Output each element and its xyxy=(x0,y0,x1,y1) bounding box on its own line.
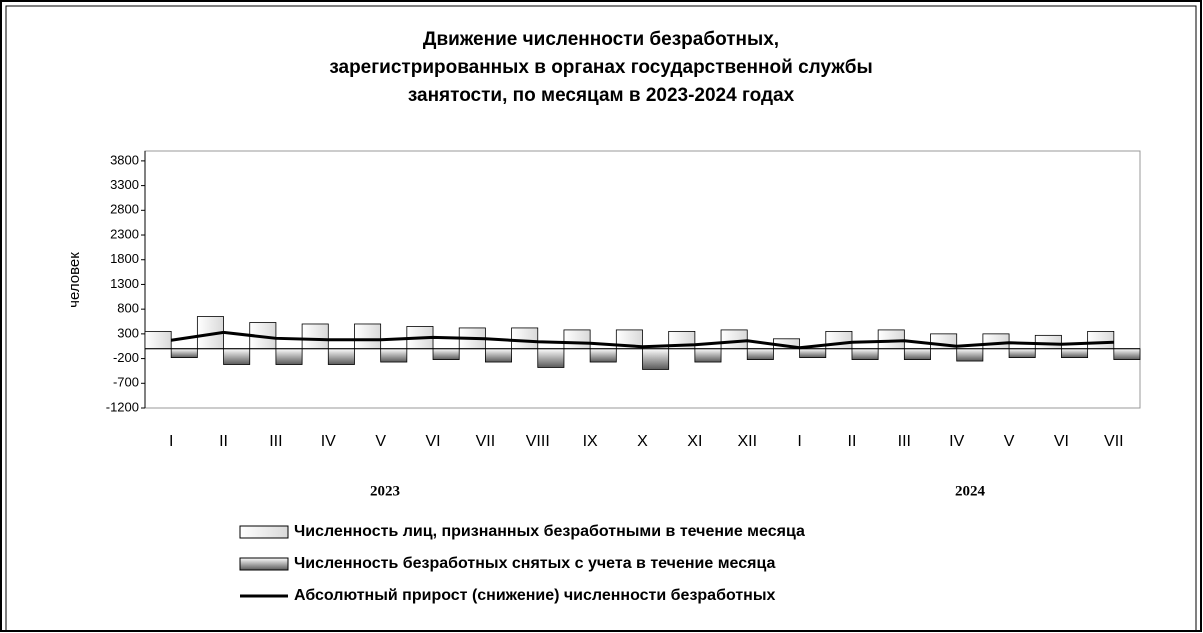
bar xyxy=(144,330,172,350)
x-tick-label: VIII xyxy=(526,433,550,450)
bar xyxy=(720,329,748,350)
bar xyxy=(354,323,382,350)
frame-inner xyxy=(5,5,1197,632)
chart-title: Движение численности безработных, xyxy=(423,29,779,50)
bar xyxy=(1034,334,1062,350)
x-tick-label: II xyxy=(219,433,228,450)
y-tick-label: -1200 xyxy=(106,399,139,414)
bar xyxy=(851,348,879,360)
bar xyxy=(327,348,355,365)
annotation: 2024 xyxy=(955,483,986,499)
bar xyxy=(982,333,1010,350)
y-tick-label: 3300 xyxy=(110,177,139,192)
bar xyxy=(877,329,905,350)
legend-label: Численность лиц, признанных безработными… xyxy=(294,523,805,540)
bar xyxy=(1087,330,1115,350)
x-tick-label: X xyxy=(637,433,648,450)
x-tick-label: VII xyxy=(476,433,496,450)
legend-swatch xyxy=(239,557,289,571)
bar xyxy=(380,348,408,363)
x-tick-label: III xyxy=(898,433,911,450)
bar xyxy=(1061,348,1089,358)
bar xyxy=(223,348,251,365)
x-tick-label: II xyxy=(848,433,857,450)
y-axis-label: человек xyxy=(66,252,83,308)
line xyxy=(170,330,1114,350)
bar xyxy=(484,348,512,363)
x-tick-label: I xyxy=(169,433,173,450)
y-tick-label: -700 xyxy=(113,375,139,390)
chart-title: занятости, по месяцам в 2023-2024 годах xyxy=(408,85,795,106)
bar xyxy=(956,348,984,362)
bar xyxy=(1008,348,1036,358)
x-tick-label: V xyxy=(375,433,386,450)
y-tick-label: 300 xyxy=(117,325,139,340)
x-tick-label: XI xyxy=(687,433,702,450)
bar xyxy=(1113,348,1141,360)
bar xyxy=(799,348,827,358)
x-tick-label: IV xyxy=(949,433,964,450)
y-tick-label: 2300 xyxy=(110,226,139,241)
bar xyxy=(301,323,329,350)
x-tick-label: VI xyxy=(425,433,440,450)
bar xyxy=(746,348,774,360)
y-tick-label: 3800 xyxy=(110,152,139,167)
bar xyxy=(563,329,591,350)
y-tick-label: -200 xyxy=(113,350,139,365)
x-tick-label: IV xyxy=(321,433,336,450)
y-tick-label: 2800 xyxy=(110,202,139,217)
x-tick-label: III xyxy=(269,433,282,450)
x-tick-label: I xyxy=(797,433,801,450)
legend-label: Абсолютный прирост (снижение) численност… xyxy=(294,587,775,604)
bar xyxy=(642,348,670,370)
x-tick-label: XII xyxy=(737,433,757,450)
x-tick-label: IX xyxy=(583,433,598,450)
y-tick-label: 800 xyxy=(117,301,139,316)
bar xyxy=(694,348,722,363)
bar xyxy=(903,348,931,360)
bar xyxy=(537,348,565,368)
bar xyxy=(170,348,198,358)
x-tick-label: VI xyxy=(1054,433,1069,450)
y-tick-label: 1300 xyxy=(110,276,139,291)
bar xyxy=(275,348,303,365)
x-tick-label: V xyxy=(1004,433,1015,450)
y-tick-label: 1800 xyxy=(110,251,139,266)
bar xyxy=(432,348,460,360)
legend-label: Численность безработных снятых с учета в… xyxy=(294,555,775,572)
bar xyxy=(825,330,853,350)
bar xyxy=(589,348,617,363)
annotation: 2023 xyxy=(370,483,400,499)
bar xyxy=(511,327,539,350)
x-tick-label: VII xyxy=(1104,433,1124,450)
legend-swatch xyxy=(239,525,289,539)
chart-title: зарегистрированных в органах государстве… xyxy=(329,57,872,78)
